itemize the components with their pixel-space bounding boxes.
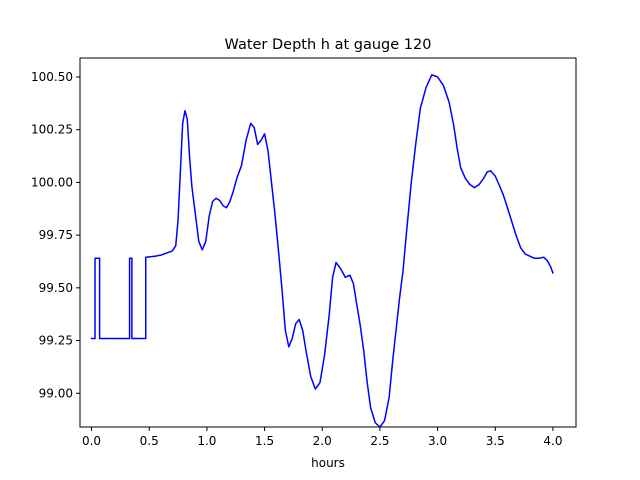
x-tick-label: 4.0 xyxy=(543,434,562,448)
y-tick-label: 99.25 xyxy=(39,334,73,348)
x-axis-label: hours xyxy=(311,456,345,470)
plot-frame xyxy=(79,57,577,428)
y-tick-label: 100.00 xyxy=(31,175,73,189)
x-tick-label: 0.5 xyxy=(140,434,159,448)
x-tick-label: 1.0 xyxy=(197,434,216,448)
y-tick-label: 100.25 xyxy=(31,123,73,137)
y-tick-label: 100.50 xyxy=(31,70,73,84)
x-tick-label: 2.5 xyxy=(370,434,389,448)
y-tick-label: 99.50 xyxy=(39,281,73,295)
chart-title: Water Depth h at gauge 120 xyxy=(225,37,432,53)
x-tick-label: 0.0 xyxy=(82,434,101,448)
y-tick-label: 99.00 xyxy=(39,386,73,400)
y-axis: 99.00 99.25 99.50 99.75 100.00 100.25 100.50 xyxy=(31,70,80,400)
x-tick-label: 1.5 xyxy=(255,434,274,448)
y-tick-label: 99.75 xyxy=(39,228,73,242)
x-axis: 0.0 0.5 1.0 1.5 2.0 2.5 3.0 3.5 4.0 xyxy=(82,427,562,448)
x-tick-label: 3.0 xyxy=(428,434,447,448)
x-tick-label: 2.0 xyxy=(313,434,332,448)
plot-area xyxy=(90,74,554,428)
x-tick-label: 3.5 xyxy=(486,434,505,448)
series-line-0 xyxy=(90,74,554,428)
